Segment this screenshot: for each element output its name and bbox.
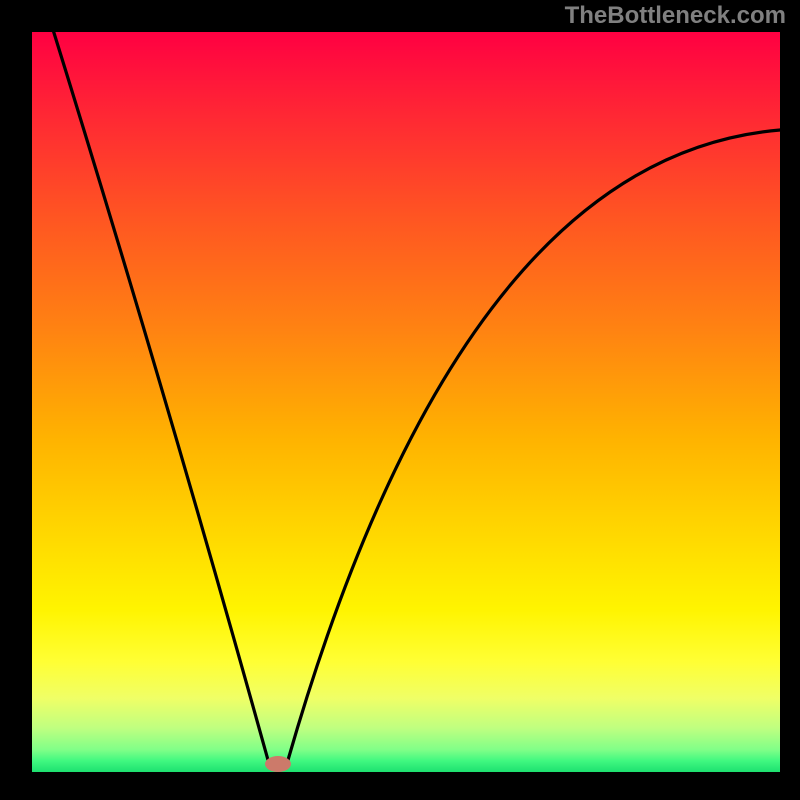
- bottleneck-chart: [0, 0, 800, 800]
- optimal-marker: [265, 756, 291, 772]
- chart-container: { "watermark": { "text": "TheBottleneck.…: [0, 0, 800, 800]
- gradient-background: [32, 32, 780, 772]
- watermark-text: TheBottleneck.com: [565, 2, 786, 30]
